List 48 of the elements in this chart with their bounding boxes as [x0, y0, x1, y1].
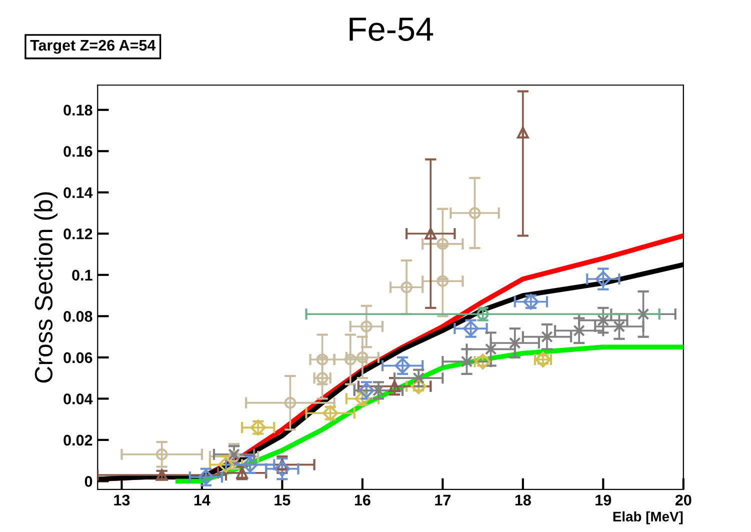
point	[484, 343, 497, 356]
point	[595, 271, 612, 287]
point	[508, 337, 521, 349]
y-tick-label: 0.16	[64, 146, 92, 157]
point	[156, 448, 168, 460]
x-tick-label: 15	[274, 494, 290, 506]
point	[228, 450, 240, 462]
y-tick-label: 0.14	[64, 187, 93, 198]
y-tick-label: 0	[84, 476, 92, 487]
point	[637, 308, 650, 320]
y-tick-label: 0.04	[64, 394, 93, 404]
point	[316, 372, 328, 384]
point	[274, 460, 290, 477]
y-tick-label: 0.1	[72, 270, 92, 281]
x-tick-label: 13	[114, 494, 130, 506]
point	[517, 126, 529, 138]
point	[412, 372, 425, 384]
point	[372, 384, 384, 396]
point	[284, 396, 296, 409]
x-tick-label: 19	[596, 494, 612, 506]
y-tick-label: 0.06	[64, 352, 92, 364]
point	[424, 228, 437, 240]
point	[388, 380, 400, 392]
x-tick-label: 16	[354, 494, 370, 506]
point	[460, 356, 473, 368]
text: Target Z=26 A=54	[30, 40, 156, 54]
x-tick-label: 17	[435, 494, 451, 506]
point	[316, 354, 328, 366]
point	[228, 448, 240, 460]
y-tick-label: 0.02	[64, 434, 92, 446]
x-axis-title: Elab [MeV]	[613, 511, 683, 524]
point	[360, 320, 372, 332]
y-tick-label: 0.12	[64, 228, 92, 240]
x-tick-label: 14	[194, 494, 210, 506]
point	[613, 320, 626, 332]
chart-title: Fe-54	[350, 18, 434, 42]
x-tick-label: 18	[515, 494, 531, 506]
point	[400, 281, 412, 294]
x-tick-label: 20	[675, 494, 692, 506]
point	[356, 352, 368, 364]
point	[468, 207, 481, 219]
y-tick-label: 0.18	[64, 104, 92, 116]
point	[344, 354, 356, 366]
point	[436, 275, 449, 287]
y-axis-title: Cross Section (b)	[34, 192, 58, 383]
y-tick-label: 0.08	[64, 311, 92, 322]
point	[436, 238, 449, 250]
point	[410, 378, 427, 394]
